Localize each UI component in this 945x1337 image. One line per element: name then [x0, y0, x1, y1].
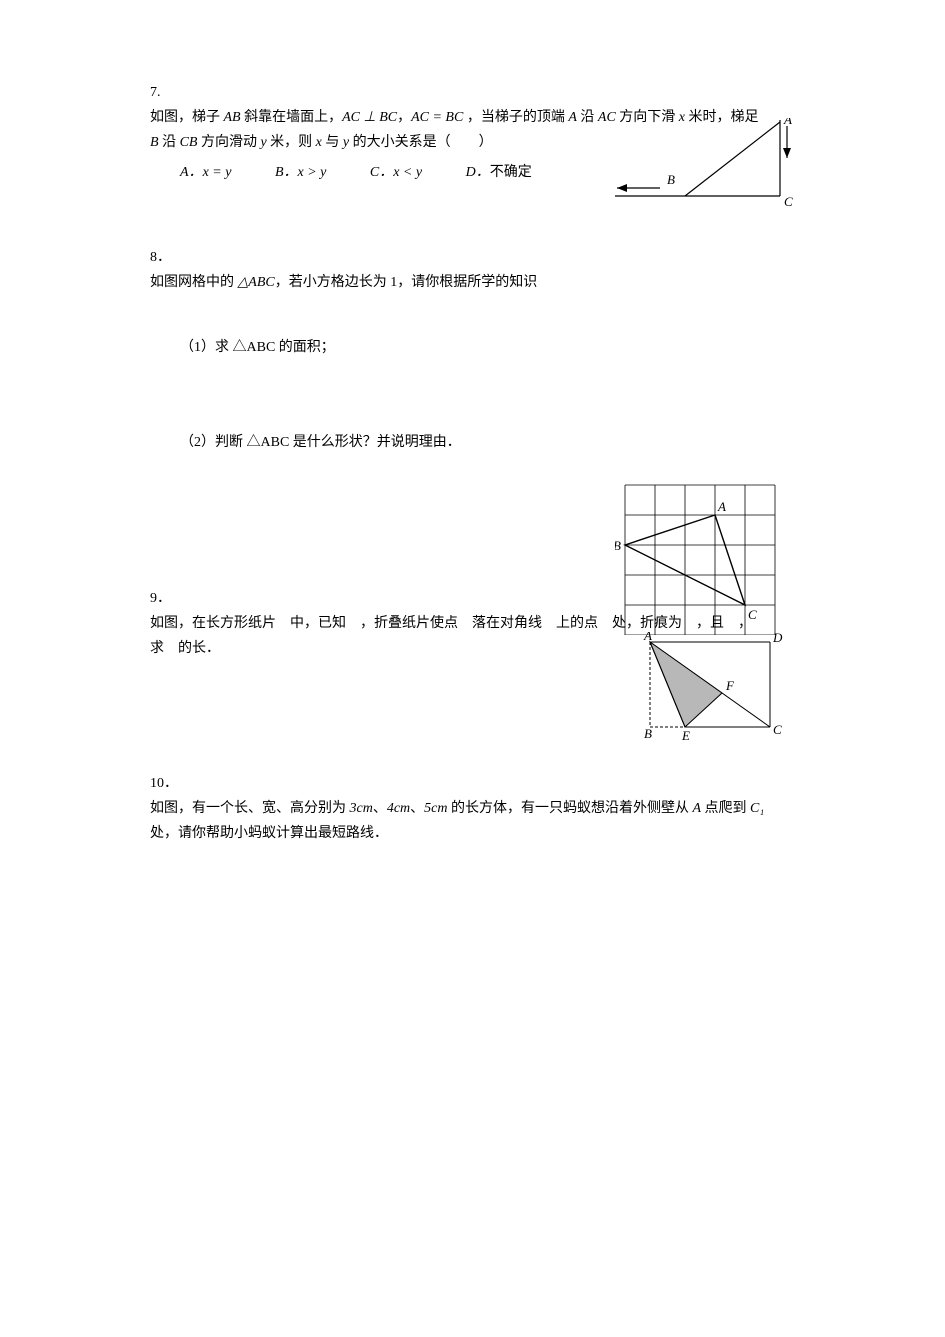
- q8-sub1-text: 求 △ABC 的面积；: [215, 340, 335, 355]
- q7-AB: AB: [224, 110, 241, 125]
- q8-sub1-label: （1）: [180, 340, 215, 355]
- q7-option-b: B．x > y: [275, 160, 326, 185]
- q7-text-1: 斜靠在墙面上，: [241, 110, 343, 125]
- question-10: 10． 如图，有一个长、宽、高分别为 3cm、4cm、5cm 的长方体，有一只蚂…: [150, 771, 795, 847]
- ladder-diagram-icon: A B C: [595, 118, 795, 208]
- q7-text-11: 的大小关系是（ ）: [349, 135, 493, 150]
- label-B: B: [644, 726, 652, 741]
- q10-d3: 5cm: [424, 801, 447, 816]
- label-B: B: [615, 538, 621, 553]
- q7-number: 7.: [150, 80, 178, 105]
- q8-body: 如图网格中的 △ABC，若小方格边长为 1，请你根据所学的知识: [150, 270, 765, 295]
- q10-d1: 3cm: [350, 801, 373, 816]
- q10-A: A: [692, 801, 701, 816]
- q10-body: 如图，有一个长、宽、高分别为 3cm、4cm、5cm 的长方体，有一只蚂蚁想沿着…: [150, 796, 765, 846]
- label-A: A: [783, 118, 792, 127]
- q7-text-10: 与: [322, 135, 343, 150]
- q7-optC-text: x < y: [393, 165, 422, 180]
- q10-text-3: 的长方体，有一只蚂蚁想沿着外侧壁从: [447, 801, 692, 816]
- label-C: C: [784, 194, 793, 208]
- fold-rectangle-icon: A D B E C F: [630, 632, 785, 747]
- q7-text-3: ，当梯子的顶端: [463, 110, 568, 125]
- q7-option-a: A．x = y: [180, 160, 231, 185]
- q8-triangle: △ABC: [238, 275, 275, 290]
- q7-text-7: 沿: [159, 135, 180, 150]
- q7-A: A: [568, 110, 577, 125]
- q9-number: 9．: [150, 586, 178, 611]
- q7-figure: A B C: [595, 118, 795, 208]
- label-D: D: [772, 632, 783, 645]
- q7-perp: AC ⊥ BC: [342, 110, 397, 125]
- q10-d2: 4cm: [387, 801, 410, 816]
- q8-sub2-text: 判断 △ABC 是什么形状？并说明理由．: [215, 435, 461, 450]
- q8-text-1: ，若小方格边长为 1，请你根据所学的知识: [275, 275, 538, 290]
- q7-optC-letter: C．: [370, 165, 393, 180]
- q7-optD-letter: D．: [466, 165, 490, 180]
- q7-text-0: 如图，梯子: [150, 110, 224, 125]
- q10-text-5: 处，请你帮助小蚂蚁计算出最短路线．: [150, 826, 388, 841]
- label-B: B: [667, 172, 675, 187]
- label-E: E: [681, 728, 690, 743]
- label-C: C: [773, 722, 782, 737]
- q7-option-c: C．x < y: [370, 160, 422, 185]
- q7-text-9: 米，则: [267, 135, 316, 150]
- q10-C1: C₁: [750, 801, 764, 816]
- q10-text-4: 点爬到: [701, 801, 750, 816]
- question-9: 9． 如图，在长方形纸片 中，已知 ，折叠纸片使点 落在对角线 上的点 处，折痕…: [150, 586, 795, 662]
- q8-sub1: （1）求 △ABC 的面积；: [150, 335, 795, 360]
- question-7: 7. 如图，梯子 AB 斜靠在墙面上，AC ⊥ BC，AC = BC ，当梯子的…: [150, 80, 795, 185]
- q9-figure: A D B E C F: [630, 632, 785, 747]
- q7-eq: AC = BC: [411, 110, 463, 125]
- q8-number: 8．: [150, 245, 178, 270]
- q7-optA-text: x = y: [203, 165, 232, 180]
- label-A: A: [643, 632, 652, 643]
- label-A: A: [717, 499, 726, 514]
- label-F: F: [725, 678, 735, 693]
- q7-optD-text: 不确定: [490, 165, 532, 180]
- q7-option-d: D．不确定: [466, 160, 532, 185]
- q7-optB-letter: B．: [275, 165, 298, 180]
- q10-text-0: 如图，有一个长、宽、高分别为: [150, 801, 350, 816]
- q7-text-2: ，: [397, 110, 411, 125]
- q7-text-8: 方向滑动: [197, 135, 260, 150]
- q8-sub2: （2）判断 △ABC 是什么形状？并说明理由．: [150, 430, 795, 455]
- q7-optB-text: x > y: [298, 165, 327, 180]
- q10-text-1: 、: [373, 801, 387, 816]
- q8-text-0: 如图网格中的: [150, 275, 238, 290]
- q7-B: B: [150, 135, 159, 150]
- q10-number: 10．: [150, 771, 178, 796]
- q7-optA-letter: A．: [180, 165, 203, 180]
- question-8: 8． 如图网格中的 △ABC，若小方格边长为 1，请你根据所学的知识 （1）求 …: [150, 245, 795, 456]
- q8-sub2-label: （2）: [180, 435, 215, 450]
- q10-text-2: 、: [410, 801, 424, 816]
- q7-CB: CB: [180, 135, 198, 150]
